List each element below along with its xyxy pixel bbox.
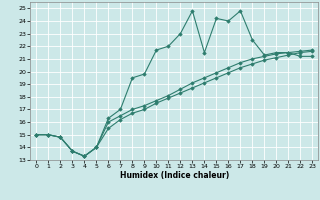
X-axis label: Humidex (Indice chaleur): Humidex (Indice chaleur) [120,171,229,180]
